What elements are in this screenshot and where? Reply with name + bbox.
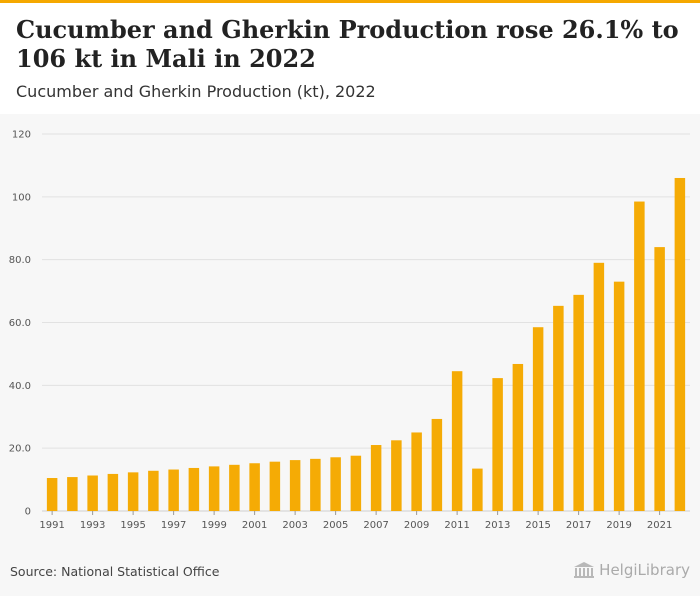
- bar-2009[interactable]: [411, 432, 422, 511]
- bar-1997[interactable]: [168, 469, 179, 511]
- bar-1996[interactable]: [148, 470, 159, 511]
- helgi-library-logo[interactable]: HelgiLibrary: [573, 561, 690, 579]
- y-tick-label: 0: [25, 507, 31, 518]
- bar-2014[interactable]: [512, 363, 524, 511]
- bar-2002[interactable]: [269, 461, 281, 511]
- x-tick-label: 1993: [80, 520, 105, 531]
- bar-1992[interactable]: [67, 477, 78, 511]
- x-tick-label: 2015: [525, 520, 550, 531]
- x-tick-label: 2011: [444, 520, 469, 531]
- x-tick-label: 2017: [566, 520, 591, 531]
- bar-1993[interactable]: [87, 475, 98, 511]
- bar-2006[interactable]: [350, 455, 362, 511]
- x-tick-label: 2013: [485, 520, 510, 531]
- page-title: Cucumber and Gherkin Production rose 26.…: [16, 15, 679, 73]
- y-tick-label: 100: [12, 192, 31, 203]
- y-tick-label: 120: [12, 130, 31, 141]
- x-tick-label: 2001: [242, 520, 267, 531]
- x-tick-label: 2021: [647, 520, 672, 531]
- y-tick-label: 20.0: [9, 444, 31, 455]
- bar-2003[interactable]: [289, 460, 301, 511]
- bar-2011[interactable]: [451, 371, 463, 511]
- x-tick-label: 1999: [201, 520, 226, 531]
- bar-1991[interactable]: [46, 478, 58, 511]
- x-tick-label: 1995: [120, 520, 145, 531]
- bar-1999[interactable]: [208, 466, 220, 511]
- bar-2015[interactable]: [532, 327, 544, 511]
- bar-chart: 0 20.0 40.0 60.0 80.0 100 120 1991 1993 1995 1997 1…: [9, 130, 690, 531]
- bar-2020[interactable]: [634, 201, 645, 511]
- bar-2022[interactable]: [674, 177, 686, 511]
- bar-2021[interactable]: [654, 247, 665, 511]
- bar-2004[interactable]: [310, 458, 321, 511]
- x-tick-label: 2007: [363, 520, 388, 531]
- bar-1998[interactable]: [188, 467, 200, 511]
- bar-1994[interactable]: [107, 473, 119, 511]
- bar-2000[interactable]: [229, 464, 240, 511]
- x-tick-label: 2009: [404, 520, 429, 531]
- bar-2017[interactable]: [573, 294, 584, 511]
- bar-2018[interactable]: [593, 262, 605, 511]
- x-tick-label: 2019: [606, 520, 631, 531]
- accent-bar: [0, 0, 700, 3]
- bar-1995[interactable]: [127, 472, 139, 511]
- x-tick-label: 2003: [282, 520, 307, 531]
- x-tick-label: 1997: [161, 520, 186, 531]
- y-tick-label: 60.0: [9, 318, 31, 329]
- bar-2005[interactable]: [330, 457, 341, 511]
- library-building-icon: [574, 562, 595, 578]
- y-tick-label: 40.0: [9, 381, 31, 392]
- bar-2008[interactable]: [391, 440, 402, 511]
- x-tick-label: 2005: [323, 520, 348, 531]
- source-note: Source: National Statistical Office: [10, 564, 220, 579]
- bar-2010[interactable]: [431, 418, 443, 511]
- bar-2016[interactable]: [553, 305, 564, 511]
- y-tick-label: 80.0: [9, 255, 31, 266]
- x-tick-label: 1991: [39, 520, 64, 531]
- bar-2001[interactable]: [249, 463, 260, 511]
- bar-2007[interactable]: [370, 445, 382, 511]
- header: Cucumber and Gherkin Production rose 26.…: [0, 3, 700, 114]
- chart-subtitle: Cucumber and Gherkin Production (kt), 20…: [16, 82, 376, 101]
- logo-text: HelgiLibrary: [599, 561, 690, 579]
- bar-2012[interactable]: [472, 468, 483, 511]
- chart-area: 0 20.0 40.0 60.0 80.0 100 120 1991 1993 1995 1997 1…: [0, 114, 700, 596]
- bar-2019[interactable]: [613, 281, 625, 511]
- bar-2013[interactable]: [492, 378, 503, 511]
